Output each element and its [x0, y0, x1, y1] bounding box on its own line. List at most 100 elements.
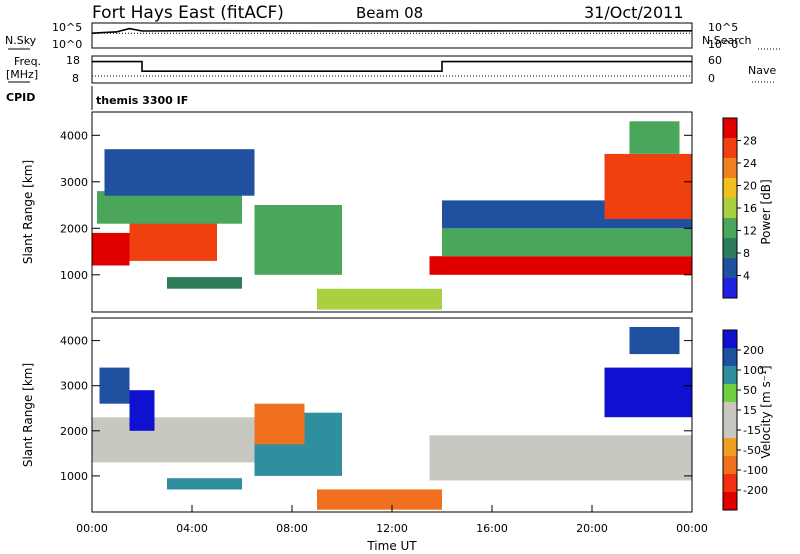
power-cell: [129, 219, 217, 261]
power-cell: [429, 256, 692, 275]
cpid-label: CPID: [6, 91, 35, 104]
nave-label: Nave: [748, 64, 776, 77]
power-ytick-label: 4000: [60, 129, 88, 142]
power-colorbar-step: [723, 198, 737, 218]
time-xtick-label: 08:00: [276, 522, 308, 535]
velocity-colorbar-step: [723, 330, 737, 348]
velocity-colorbar-step: [723, 384, 737, 402]
power-y-ticks: 1000 2000 3000 4000: [60, 129, 692, 282]
power-ylabel: Slant Range [km]: [21, 160, 35, 264]
velocity-cell: [99, 367, 130, 404]
power-cell: [604, 153, 692, 219]
velocity-ytick-label: 1000: [60, 470, 88, 483]
time-xtick-label: 00:00: [676, 522, 708, 535]
power-heatmap-cells: [92, 121, 692, 310]
power-ytick-label: 3000: [60, 176, 88, 189]
power-cell: [442, 228, 692, 257]
velocity-colorbar-step: [723, 420, 737, 438]
freq-label: Freq.: [14, 55, 41, 68]
power-colorbar-step: [723, 278, 737, 298]
freq-line: [92, 60, 692, 72]
cpid-strip: CPID themis 3300 IF: [6, 86, 188, 110]
time-xtick-label: 04:00: [176, 522, 208, 535]
velocity-colorbar: 200 100 50 15 -15 -50 -100 -200: [722, 329, 768, 511]
time-xlabel: Time UT: [366, 539, 417, 553]
velocity-colorbar-label: -15: [743, 424, 761, 437]
power-colorbar-step: [723, 178, 737, 198]
velocity-ylabel: Slant Range [km]: [21, 363, 35, 467]
power-cell: [254, 205, 342, 275]
nsky-line: [91, 27, 692, 34]
freq-unit-label: [MHz]: [6, 68, 38, 81]
velocity-panel: 1000 2000 3000 4000 00:00 04:00 08:00 12:00 16:…: [21, 317, 773, 553]
freq-tick-bottom: 8: [72, 72, 79, 85]
freq-strip-frame: [91, 55, 693, 84]
time-xtick-label: 20:00: [576, 522, 608, 535]
nsky-label: N.Sky: [5, 34, 37, 47]
time-xtick-label: 16:00: [476, 522, 508, 535]
time-xtick-label: 12:00: [376, 522, 408, 535]
velocity-colorbar-label: Velocity [m s⁻¹]: [759, 365, 773, 458]
velocity-colorbar-label: 50: [743, 384, 757, 397]
velocity-colorbar-frame: [722, 329, 738, 511]
velocity-cell: [92, 417, 255, 463]
time-xtick-label: 00:00: [76, 522, 108, 535]
velocity-ytick-label: 2000: [60, 425, 88, 438]
velocity-colorbar-label: -100: [743, 464, 768, 477]
velocity-cell: [629, 327, 680, 355]
power-colorbar-step: [723, 118, 737, 138]
velocity-ytick-label: 3000: [60, 380, 88, 393]
time-x-ticks: 00:00 04:00 08:00 12:00 16:00 20:00 00:00: [76, 505, 708, 535]
velocity-cell: [317, 489, 442, 510]
power-ytick-label: 1000: [60, 269, 88, 282]
freq-series: [92, 60, 692, 77]
velocity-colorbar-step: [723, 402, 737, 420]
velocity-heatmap-cells: [92, 327, 692, 510]
power-cell: [629, 121, 680, 154]
velocity-cell: [254, 403, 305, 445]
velocity-colorbar-step: [723, 456, 737, 474]
power-cell: [167, 277, 242, 289]
velocity-colorbar-label: 15: [743, 404, 757, 417]
velocity-colorbar-step: [723, 492, 737, 510]
power-panel-frame: [91, 111, 693, 313]
power-colorbar-label: Power [dB]: [759, 179, 773, 244]
beam-label: Beam 08: [356, 4, 423, 22]
velocity-colorbar-step: [723, 366, 737, 384]
cpid-value: themis 3300 IF: [96, 94, 188, 107]
freq-tick-top: 18: [66, 54, 80, 67]
power-colorbar-label: 16: [743, 202, 757, 215]
noise-strip: N.Sky N.Search 10^5 10^0 10^5 10^0: [5, 21, 782, 51]
power-colorbar-step: [723, 138, 737, 158]
velocity-colorbar-step: [723, 348, 737, 366]
velocity-cell: [167, 478, 242, 490]
power-colorbar-step: [723, 258, 737, 278]
noise-right-tick-bottom: 10^0: [708, 38, 738, 51]
noise-right-tick-top: 10^5: [708, 21, 738, 34]
noise-left-tick-top: 10^5: [52, 21, 82, 34]
velocity-colorbar-step: [723, 474, 737, 492]
freq-strip: Freq. [MHz] Nave 18 8 60 0: [6, 54, 776, 85]
nave-tick-bottom: 0: [708, 72, 715, 85]
velocity-colorbar-label: 100: [743, 364, 764, 377]
velocity-colorbar-label: -200: [743, 484, 768, 497]
velocity-colorbar-step: [723, 438, 737, 456]
velocity-cell: [129, 390, 155, 431]
power-panel: 1000 2000 3000 4000 Slant Range [km] 4 8 12 16…: [21, 111, 773, 313]
noise-left-tick-bottom: 10^0: [52, 38, 82, 51]
velocity-cell: [604, 367, 692, 418]
power-colorbar-label: 4: [743, 270, 750, 283]
station-title: Fort Hays East (fitACF): [92, 3, 284, 23]
nave-tick-top: 60: [708, 54, 722, 67]
power-colorbar-step: [723, 158, 737, 178]
power-colorbar-label: 28: [743, 135, 757, 148]
noise-strip-frame: [91, 22, 693, 49]
power-ytick-label: 2000: [60, 222, 88, 235]
power-colorbar-label: 8: [743, 247, 750, 260]
velocity-colorbar-label: 200: [743, 344, 764, 357]
power-cell: [317, 288, 442, 310]
power-colorbar-step: [723, 218, 737, 238]
noise-series: [91, 27, 692, 34]
power-colorbar-step: [723, 238, 737, 258]
